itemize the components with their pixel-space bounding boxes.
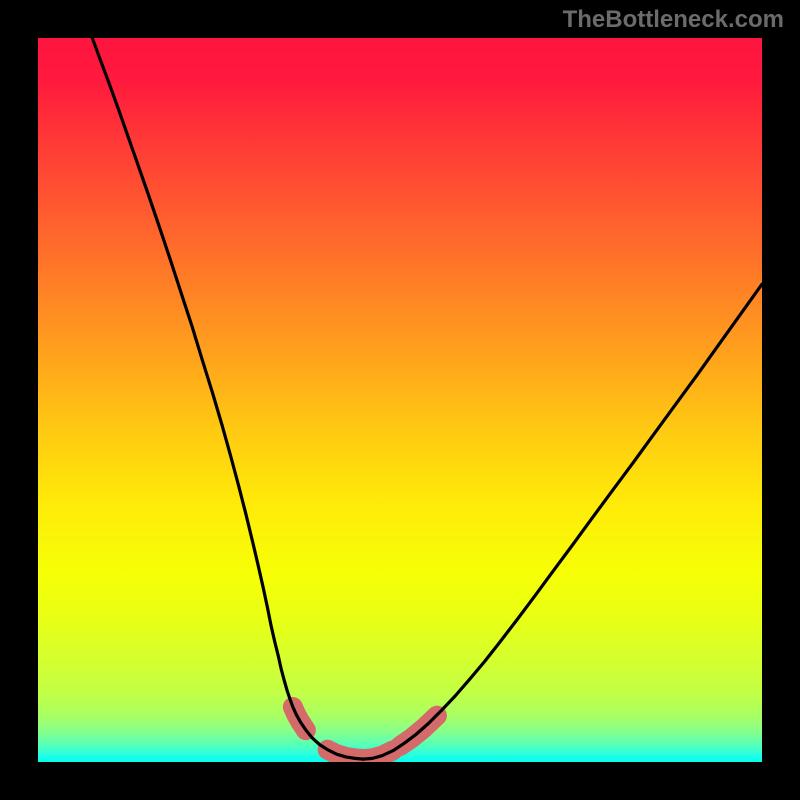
chart-plot-area (38, 38, 762, 762)
chart-background (38, 38, 762, 762)
chart-svg (38, 38, 762, 762)
watermark-text: TheBottleneck.com (563, 6, 784, 34)
